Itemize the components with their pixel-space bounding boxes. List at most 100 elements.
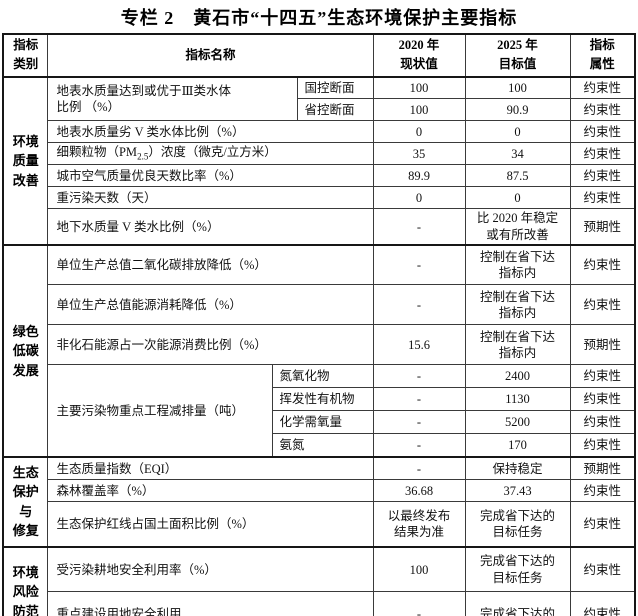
table-row: 氨氮 - 170 约束性 — [3, 433, 636, 458]
attribute-cell: 约束性 — [569, 120, 636, 144]
indicator-name-cell: 重点建设用地安全利用 — [47, 591, 374, 616]
group-label-cell: 绿色 低碳 发展 — [2, 243, 49, 458]
indicator-name-cell: 主要污染物重点工程减排量（吨） — [47, 364, 274, 458]
value-2025-cell: 0 — [464, 120, 571, 144]
indicator-name-cell: 生态质量指数（EQI） — [47, 455, 374, 481]
header-cell-2025: 2025 年 目标值 — [464, 33, 571, 78]
table-row: 重点建设用地安全利用 - 完成省下达的 约束性 — [3, 591, 636, 616]
table-row: 生态 保护 与 修复 生态质量指数（EQI） - 保持稳定 预期性 — [2, 455, 636, 548]
attribute-cell: 约束性 — [569, 433, 636, 458]
table-row: 化学需氧量 - 5200 约束性 — [3, 410, 636, 435]
value-2025-cell: 0 — [464, 186, 571, 210]
value-2025-cell: 控制在省下达 指标内 — [464, 243, 571, 286]
header-cell-category: 指标 类别 — [2, 33, 49, 78]
attribute-cell: 预期性 — [569, 208, 636, 246]
table-row: 挥发性有机物 - 1130 约束性 — [3, 387, 636, 412]
table-row: 森林覆盖率（%） 36.68 37.43 约束性 — [3, 479, 636, 503]
pm25-subscript: 2.5 — [137, 151, 149, 162]
table-row: 城市空气质量优良天数比率（%） 89.9 87.5 约束性 — [3, 164, 636, 188]
table-row: 生态保护红线占国土面积比例（%） 以最终发布 结果为准 完成省下达的 目标任务 … — [3, 501, 636, 548]
table-row: 环境 质量 改善 地表水质量达到或优于Ⅲ类水体 比例 （%） 国控断面 100 … — [2, 75, 636, 246]
table-row: 地下水质量 V 类水比例（%） - 比 2020 年稳定 或有所改善 预期性 — [3, 208, 636, 246]
value-2025-cell: 90.9 — [464, 98, 571, 122]
value-2025-cell: 保持稳定 — [464, 455, 571, 481]
value-2025-cell: 87.5 — [464, 164, 571, 188]
group-label-cell: 生态 保护 与 修复 — [2, 455, 49, 548]
value-2025-cell: 34 — [464, 142, 571, 166]
indicator-name-cell: 重污染天数（天） — [47, 186, 374, 210]
table-row: 环境 风险 防范 受污染耕地安全利用率（%） 100 完成省下达的 目标任务 约… — [2, 545, 636, 616]
indicator-name-text: 细颗粒物（PM — [56, 145, 138, 160]
value-2025-cell: 控制在省下达 指标内 — [464, 284, 571, 326]
value-2025-cell: 5200 — [464, 410, 571, 435]
attribute-cell: 预期性 — [569, 455, 636, 481]
attribute-cell: 约束性 — [569, 591, 636, 616]
indicator-name-cell: 细颗粒物（PM2.5）浓度（微克/立方米） — [47, 142, 374, 166]
value-2025-cell: 完成省下达的 — [464, 591, 571, 616]
indicator-name-cell: 受污染耕地安全利用率（%） — [47, 545, 374, 593]
group-label-cell: 环境 质量 改善 — [2, 75, 49, 246]
table-row: 非化石能源占一次能源消费比例（%） 15.6 控制在省下达 指标内 预期性 — [3, 324, 636, 366]
value-2020-cell: 100 — [372, 75, 466, 100]
attribute-cell: 约束性 — [569, 364, 636, 389]
attribute-cell: 约束性 — [569, 142, 636, 166]
value-2020-cell: - — [372, 433, 466, 458]
value-2020-cell: - — [372, 284, 466, 326]
indicator-name-cell: 单位生产总值能源消耗降低（%） — [47, 284, 374, 326]
pollutant-name-cell: 挥发性有机物 — [272, 387, 374, 412]
table-row: 单位生产总值能源消耗降低（%） - 控制在省下达 指标内 约束性 — [3, 284, 636, 326]
value-2025-cell: 170 — [464, 433, 571, 458]
attribute-cell: 约束性 — [569, 387, 636, 412]
header-cell-2020: 2020 年 现状值 — [372, 33, 466, 78]
pollutant-name-cell: 氮氧化物 — [272, 364, 374, 389]
header-row: 指标 类别 指标名称 2020 年 现状值 2025 年 目标值 指标 属性 — [2, 33, 636, 78]
indicator-name-cell: 非化石能源占一次能源消费比例（%） — [47, 324, 374, 366]
group-label-cell: 环境 风险 防范 — [2, 545, 49, 616]
pollutant-name-cell: 化学需氧量 — [272, 410, 374, 435]
indicator-name-cell: 地表水质量劣 V 类水体比例（%） — [47, 120, 374, 144]
attribute-cell: 约束性 — [569, 186, 636, 210]
indicator-name-text: ）浓度（微克/立方米） — [148, 145, 277, 160]
value-2025-cell: 控制在省下达 指标内 — [464, 324, 571, 366]
table-row: 绿色 低碳 发展 单位生产总值二氧化碳排放降低（%） - 控制在省下达 指标内 … — [2, 243, 636, 458]
table-row: 细颗粒物（PM2.5）浓度（微克/立方米） 35 34 约束性 — [3, 142, 636, 166]
value-2020-cell: 89.9 — [372, 164, 466, 188]
section-type-cell: 省控断面 — [297, 98, 374, 122]
value-2020-cell: 36.68 — [372, 479, 466, 503]
attribute-cell: 预期性 — [569, 324, 636, 366]
table-row: 重污染天数（天） 0 0 约束性 — [3, 186, 636, 210]
indicator-name-cell: 生态保护红线占国土面积比例（%） — [47, 501, 374, 548]
value-2020-cell: 以最终发布 结果为准 — [372, 501, 466, 548]
attribute-cell: 约束性 — [569, 243, 636, 286]
value-2025-cell: 100 — [464, 75, 571, 100]
value-2020-cell: - — [372, 364, 466, 389]
value-2020-cell: 100 — [372, 545, 466, 593]
attribute-cell: 约束性 — [569, 545, 636, 593]
header-cell-name: 指标名称 — [47, 33, 374, 78]
value-2020-cell: - — [372, 243, 466, 286]
value-2020-cell: - — [372, 591, 466, 616]
indicator-name-cell: 地表水质量达到或优于Ⅲ类水体 比例 （%） — [47, 75, 299, 122]
attribute-cell: 约束性 — [569, 98, 636, 122]
attribute-cell: 约束性 — [569, 284, 636, 326]
value-2025-cell: 37.43 — [464, 479, 571, 503]
value-2020-cell: 0 — [372, 186, 466, 210]
value-2020-cell: - — [372, 455, 466, 481]
value-2025-cell: 1130 — [464, 387, 571, 412]
value-2020-cell: - — [372, 387, 466, 412]
value-2025-cell: 比 2020 年稳定 或有所改善 — [464, 208, 571, 246]
attribute-cell: 约束性 — [569, 479, 636, 503]
indicator-name-cell: 城市空气质量优良天数比率（%） — [47, 164, 374, 188]
section-type-cell: 国控断面 — [297, 75, 374, 100]
value-2025-cell: 完成省下达的 目标任务 — [464, 545, 571, 593]
indicator-name-cell: 地下水质量 V 类水比例（%） — [47, 208, 374, 246]
indicators-table: 指标 类别 指标名称 2020 年 现状值 2025 年 目标值 指标 属性 环… — [1, 33, 636, 616]
value-2025-cell: 2400 — [464, 364, 571, 389]
value-2020-cell: 0 — [372, 120, 466, 144]
value-2025-cell: 完成省下达的 目标任务 — [464, 501, 571, 548]
attribute-cell: 约束性 — [569, 75, 636, 100]
value-2020-cell: 15.6 — [372, 324, 466, 366]
pollutant-name-cell: 氨氮 — [272, 433, 374, 458]
value-2020-cell: - — [372, 208, 466, 246]
